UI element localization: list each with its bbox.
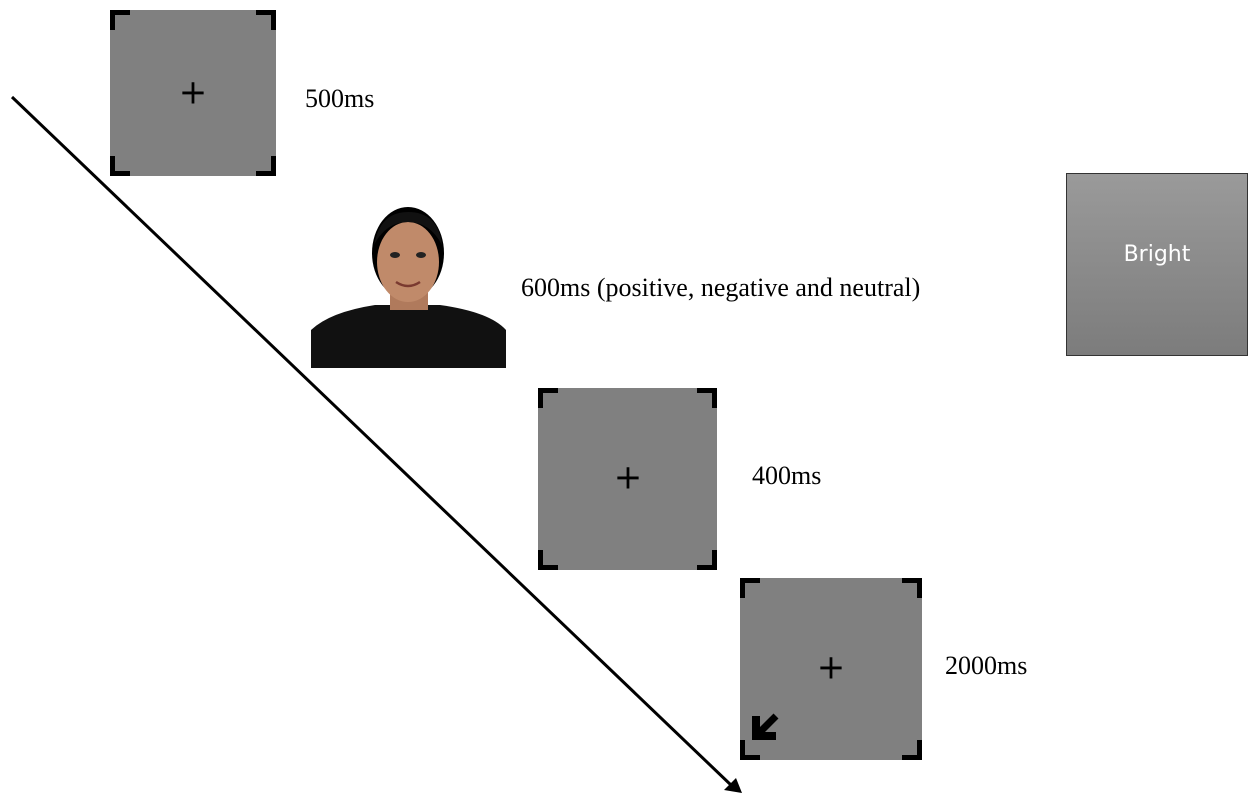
duration-label: 2000ms	[945, 651, 1027, 680]
fixation-cross: +	[614, 458, 643, 498]
duration-label: 400ms	[752, 461, 821, 490]
face-photo	[311, 200, 506, 368]
diagram: + 500ms 600ms (positive, negative and ne…	[0, 0, 1250, 793]
duration-label: 500ms	[305, 84, 374, 113]
side-box-label: Bright	[1124, 242, 1191, 267]
fixation-cross: +	[817, 648, 846, 688]
duration-label: 600ms (positive, negative and neutral)	[521, 273, 920, 302]
fixation-cross: +	[179, 73, 208, 113]
